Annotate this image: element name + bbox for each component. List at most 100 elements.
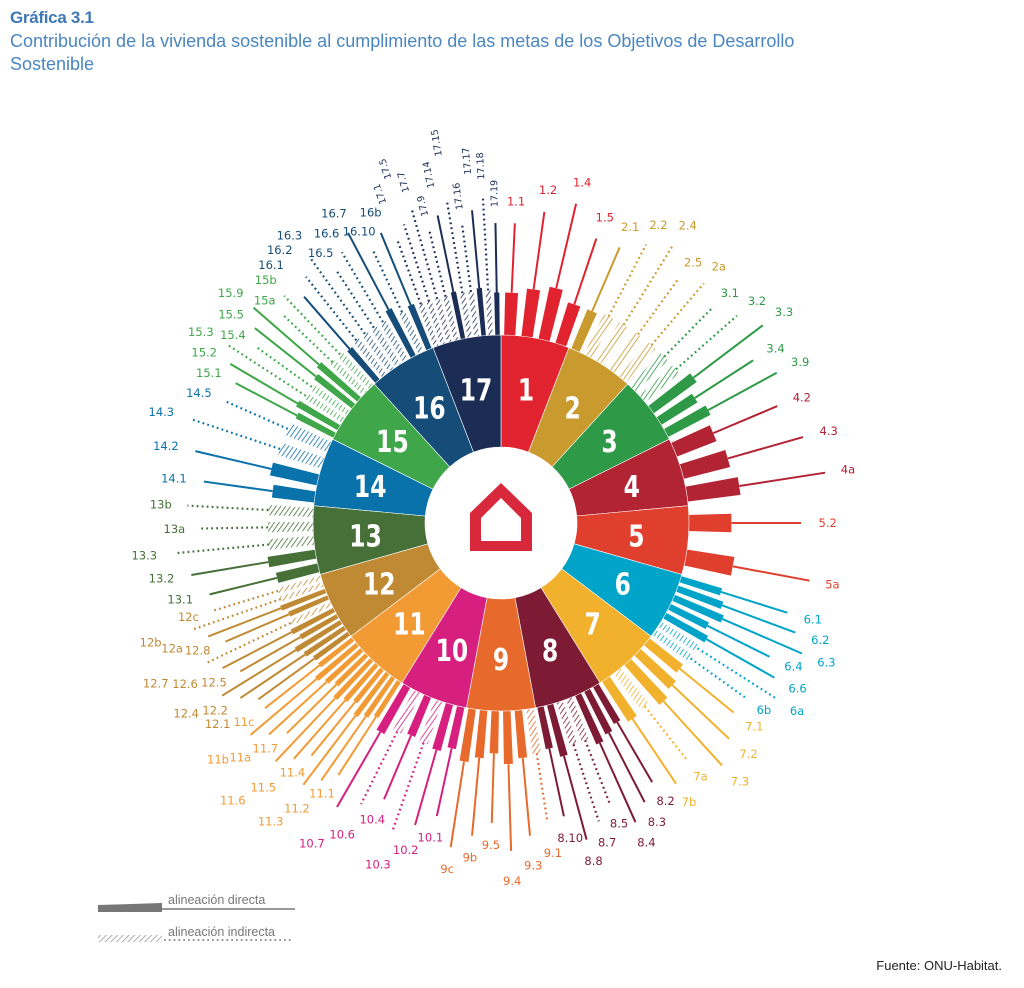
direct-line <box>336 731 382 808</box>
target-label: 7.2 <box>739 747 757 761</box>
indirect-dots <box>402 224 431 302</box>
target-label: 8.5 <box>610 816 628 830</box>
target-label: 15.3 <box>188 325 214 339</box>
indirect-dots <box>390 742 425 833</box>
direct-line <box>209 576 278 596</box>
target-label: 11.4 <box>280 766 306 780</box>
direct-line <box>347 232 390 311</box>
target-label: 9b <box>463 851 478 865</box>
direct-line <box>264 664 321 709</box>
direct-line <box>252 306 320 366</box>
indirect-dots <box>572 744 600 822</box>
target-label: 2a <box>712 259 726 273</box>
goal-12-number: 12 <box>363 568 396 603</box>
target-labels: 1.1 1.2 1.4 1.5 2.1 2.2 2.4 2.5 2a 3.1 3.2 3.3 3.4 3.… <box>131 128 855 887</box>
direct-line <box>739 471 826 487</box>
direct-line <box>449 761 465 848</box>
indirect-dots <box>650 282 705 346</box>
direct-line <box>257 657 316 701</box>
target-label: 15a <box>254 294 276 308</box>
indirect-dots <box>689 657 746 699</box>
direct-line <box>721 604 796 634</box>
direct-line <box>532 211 546 290</box>
target-label: 3.9 <box>791 355 809 369</box>
target-label: 14.3 <box>149 405 175 419</box>
target-label: 12.2 <box>202 703 228 717</box>
target-label: 3.2 <box>748 294 766 308</box>
target-label: 2.2 <box>649 218 667 232</box>
target-label: 16.10 <box>343 224 376 238</box>
figure-label: Gráfica 3.1 <box>10 8 94 27</box>
indirect-dots <box>201 526 269 530</box>
direct-line <box>712 405 778 435</box>
indirect-dots <box>305 276 358 342</box>
target-label: 17.5 <box>377 157 394 181</box>
indirect-dots <box>461 225 473 293</box>
target-label: 13.3 <box>131 548 157 562</box>
target-label: 10.3 <box>365 857 391 871</box>
target-label: 11c <box>233 715 254 729</box>
target-label: 17.19 <box>489 180 501 207</box>
indirect-dots <box>445 199 464 294</box>
indirect-dots <box>535 753 549 820</box>
target-label: 12.6 <box>172 677 198 691</box>
target-label: 16.5 <box>308 246 334 260</box>
target-label: 13a <box>164 522 186 536</box>
target-label: 9.3 <box>524 859 542 873</box>
target-label: 9.1 <box>544 846 562 860</box>
target-label: 4.3 <box>820 424 838 438</box>
source-note: Fuente: ONU-Habitat. <box>876 958 1002 973</box>
house-icon <box>470 483 532 551</box>
goal-9-number: 9 <box>493 643 509 678</box>
target-label: 6.2 <box>811 633 829 647</box>
direct-line <box>721 618 803 655</box>
goal-10-number: 10 <box>436 634 469 669</box>
target-label: 1.4 <box>573 175 591 189</box>
indirect-dots <box>283 315 334 363</box>
legend: alineación directa alineación indirecta <box>98 893 295 942</box>
legend-direct-bar <box>98 903 162 912</box>
target-label: 14.2 <box>153 439 179 453</box>
direct-line <box>320 715 367 781</box>
target-label: 13.1 <box>167 593 193 607</box>
target-label: 12.8 <box>185 643 211 657</box>
direct-line <box>225 613 290 643</box>
direct-line <box>521 757 531 836</box>
target-label: 11a <box>230 750 252 764</box>
target-label: 17.18 <box>475 152 487 180</box>
direct-line <box>705 638 775 679</box>
indirect-dots <box>190 598 282 632</box>
target-label: 3.3 <box>775 305 793 319</box>
target-label: 3.1 <box>721 286 739 300</box>
target-label: 15b <box>255 273 277 287</box>
target-label: 9c <box>440 862 454 876</box>
target-label: 4a <box>841 462 855 476</box>
indirect-dots <box>256 346 313 388</box>
indirect-dots <box>428 231 447 297</box>
indirect-dots <box>372 250 403 313</box>
target-label: 10.1 <box>418 831 444 845</box>
indirect-dots <box>643 705 688 760</box>
target-label: 11b <box>207 752 229 766</box>
target-label: 17.9 <box>415 194 431 217</box>
target-label: 17.14 <box>421 160 437 189</box>
indirect-dots <box>481 195 490 291</box>
target-label: 16b <box>360 206 382 220</box>
target-label: 10.6 <box>329 828 355 842</box>
target-label: 4.2 <box>793 390 811 404</box>
direct-line <box>303 296 351 350</box>
goal-13-number: 13 <box>349 520 382 555</box>
target-label: 12.4 <box>173 707 199 721</box>
direct-line <box>727 436 804 460</box>
direct-line <box>631 718 677 785</box>
direct-line <box>310 701 357 757</box>
indirect-dots <box>584 739 611 804</box>
target-label: 7a <box>693 769 707 783</box>
direct-line <box>249 678 318 736</box>
target-label: 8.4 <box>637 835 655 849</box>
indirect-dots <box>225 343 307 397</box>
indirect-dots <box>410 207 439 300</box>
indirect-dots <box>308 256 366 335</box>
target-label: 8.7 <box>598 835 616 849</box>
direct-line <box>286 683 338 734</box>
